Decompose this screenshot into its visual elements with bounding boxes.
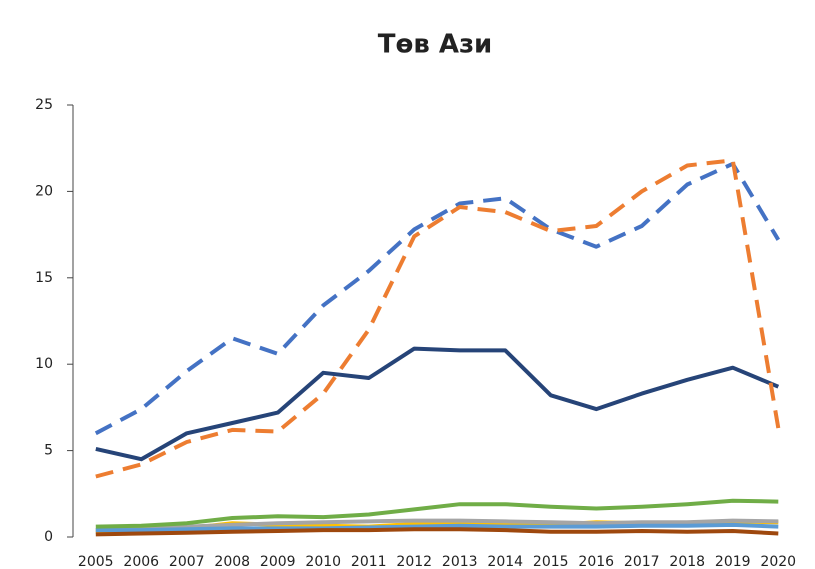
x-tick-label: 2007 [169, 554, 205, 569]
x-tick-label: 2006 [123, 554, 159, 569]
y-tick-label: 10 [35, 356, 53, 372]
x-tick-label: 2010 [305, 554, 341, 569]
x-tick-label: 2020 [760, 554, 796, 569]
x-tick-label: 2014 [487, 554, 523, 569]
x-tick-label: 2016 [578, 554, 614, 569]
y-tick-label: 15 [35, 270, 53, 286]
x-tick-label: 2019 [715, 554, 751, 569]
series-line [95, 346, 780, 462]
x-tick-label: 2012 [396, 554, 432, 569]
series-line [95, 498, 779, 529]
series-line [95, 518, 779, 533]
series-line [95, 527, 779, 537]
x-tick-label: 2018 [669, 554, 705, 569]
series-line [95, 522, 779, 533]
x-tick-label: 2009 [260, 554, 296, 569]
x-tick-label: 2005 [78, 554, 114, 569]
chart-title: Төв Ази [378, 30, 493, 60]
x-tick-label: 2017 [624, 554, 660, 569]
y-tick-label: 5 [44, 443, 53, 459]
x-tick-label: 2015 [533, 554, 569, 569]
x-tick-label: 2013 [442, 554, 478, 569]
series-line [95, 158, 781, 479]
series-line [94, 161, 781, 436]
y-tick-label: 0 [44, 529, 53, 545]
x-tick-label: 2008 [214, 554, 250, 569]
x-tick-label: 2011 [351, 554, 387, 569]
y-tick-label: 20 [35, 183, 53, 199]
y-tick-label: 25 [35, 97, 53, 113]
